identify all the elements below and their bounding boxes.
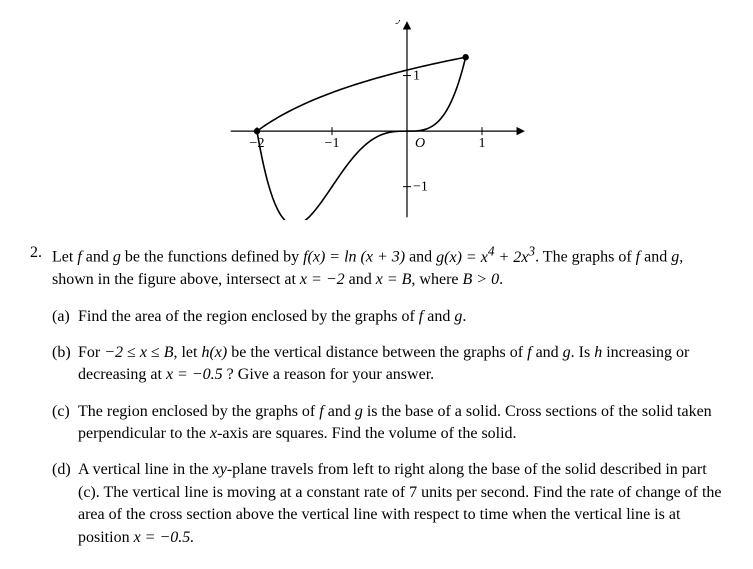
text: and — [532, 344, 563, 361]
part-label-a: (a) — [52, 306, 78, 328]
text: . — [462, 308, 466, 325]
part-label-b: (b) — [52, 342, 78, 364]
f-definition: f(x) = ln (x + 3) — [303, 249, 405, 266]
problem-number: 2. — [30, 242, 52, 264]
problem-2: 2. Let f and g be the functions defined … — [30, 242, 723, 549]
var-g: g — [563, 344, 571, 361]
text: . — [499, 271, 503, 288]
x-eq-neg2: x = −2 — [300, 271, 345, 288]
var-g: g — [113, 249, 121, 266]
h-of-x: h(x) — [201, 344, 227, 361]
svg-text:O: O — [415, 136, 425, 151]
svg-text:x: x — [526, 125, 527, 140]
text: g(x) = x — [436, 249, 488, 266]
text: . Is — [571, 344, 595, 361]
part-label-c: (c) — [52, 401, 78, 423]
svg-text:−1: −1 — [413, 180, 428, 195]
problem-intro: Let f and g be the functions defined by … — [52, 242, 723, 291]
text: The region enclosed by the graphs of — [78, 403, 319, 420]
part-a-body: Find the area of the region enclosed by … — [78, 306, 723, 328]
x-axis-word: x — [210, 425, 217, 442]
part-c-body: The region enclosed by the graphs of f a… — [78, 401, 723, 446]
range: −2 ≤ x ≤ B — [104, 344, 173, 361]
svg-text:1: 1 — [413, 69, 420, 84]
part-label-d: (d) — [52, 459, 78, 481]
text: and — [345, 271, 376, 288]
text: + 2x — [495, 249, 529, 266]
text: be the functions defined by — [121, 249, 303, 266]
text: -axis are squares. Find the volume of th… — [217, 425, 517, 442]
text: For — [78, 344, 104, 361]
text: and — [423, 308, 454, 325]
text: , let — [173, 344, 201, 361]
text: ? Give a reason for your answer. — [223, 366, 434, 383]
text: . The graphs of — [535, 249, 636, 266]
text: Let — [52, 249, 77, 266]
graph-svg: −2 −1 1 1 −1 Ox y — [227, 20, 527, 220]
text: and — [82, 249, 113, 266]
xy-plane: xy — [213, 461, 227, 478]
part-b: (b) For −2 ≤ x ≤ B, let h(x) be the vert… — [52, 342, 723, 387]
part-d-body: A vertical line in the xy-plane travels … — [78, 459, 723, 549]
x-eq-B: x = B — [376, 271, 412, 288]
B-gt-0: B > 0 — [463, 271, 500, 288]
x-value: x = −0.5 — [166, 366, 223, 383]
rate-value: 7 — [409, 484, 417, 501]
svg-text:1: 1 — [478, 136, 485, 151]
svg-text:−2: −2 — [249, 136, 264, 151]
g-definition: g(x) = x4 + 2x3 — [436, 249, 535, 266]
problem-body: Let f and g be the functions defined by … — [52, 242, 723, 549]
graph-figure: −2 −1 1 1 −1 Ox y — [30, 20, 723, 227]
var-g: g — [355, 403, 363, 420]
text: Find the area of the region enclosed by … — [78, 308, 419, 325]
part-d: (d) A vertical line in the xy-plane trav… — [52, 459, 723, 549]
exponent: 4 — [488, 243, 495, 258]
text: and — [405, 249, 436, 266]
part-b-body: For −2 ≤ x ≤ B, let h(x) be the vertical… — [78, 342, 723, 387]
svg-text:y: y — [394, 20, 403, 25]
text: A vertical line in the — [78, 461, 213, 478]
x-value: x = −0.5. — [134, 529, 195, 546]
part-a: (a) Find the area of the region enclosed… — [52, 306, 723, 328]
text: be the vertical distance between the gra… — [227, 344, 527, 361]
text: and — [640, 249, 671, 266]
part-c: (c) The region enclosed by the graphs of… — [52, 401, 723, 446]
text: , where — [411, 271, 462, 288]
svg-text:−1: −1 — [324, 136, 339, 151]
text: and — [324, 403, 355, 420]
